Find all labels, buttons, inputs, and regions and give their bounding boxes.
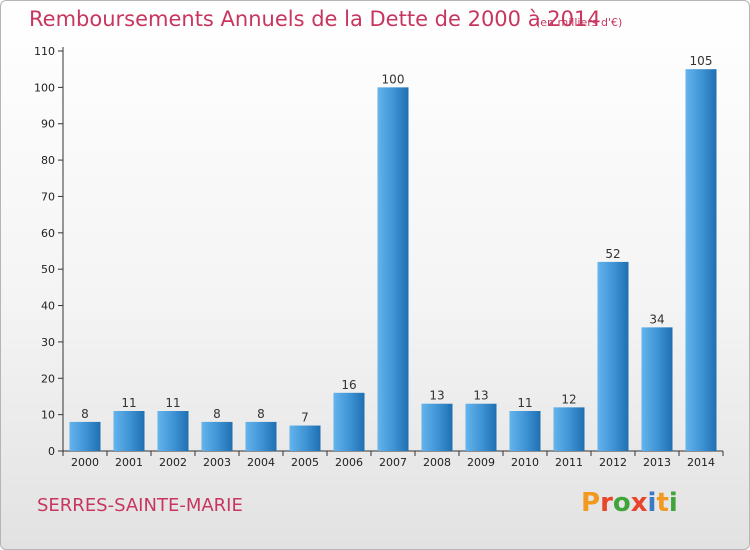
data-label: 12 xyxy=(561,392,576,406)
data-label: 13 xyxy=(473,389,488,403)
bar-2006 xyxy=(333,392,365,451)
data-label: 11 xyxy=(121,396,136,410)
bar-2012 xyxy=(597,261,629,451)
y-tick-label: 40 xyxy=(41,300,55,313)
logo-letter: r xyxy=(600,488,613,518)
bar-2009 xyxy=(465,403,497,451)
bar-2002 xyxy=(157,411,189,451)
x-tick-label: 2003 xyxy=(203,456,231,469)
logo-letter: t xyxy=(656,488,669,518)
commune-name: SERRES-SAINTE-MARIE xyxy=(37,495,243,516)
y-tick-label: 100 xyxy=(34,81,55,94)
bar-2011 xyxy=(553,407,585,451)
y-tick-label: 30 xyxy=(41,336,55,349)
x-axis: 2000 2001 2002 2003 2004 2005 2006 2007 2008 2009… xyxy=(62,450,724,469)
y-tick-label: 0 xyxy=(48,445,55,458)
y-tick-label: 60 xyxy=(41,227,55,240)
data-label: 16 xyxy=(341,378,356,392)
y-axis: 0 10 20 30 40 50 60 70 80 90 100 110 xyxy=(34,45,64,458)
x-tick-label: 2011 xyxy=(555,456,583,469)
chart-title: Remboursements Annuels de la Dette de 20… xyxy=(29,7,601,31)
data-labels: 8 11 11 8 8 7 16 100 13 13 11 12 52 34 105 xyxy=(81,54,712,424)
bar-2004 xyxy=(245,421,277,451)
x-tick-label: 2002 xyxy=(159,456,187,469)
x-tick-label: 2006 xyxy=(335,456,363,469)
y-tick-label: 10 xyxy=(41,409,55,422)
y-tick-label: 70 xyxy=(41,190,55,203)
proxiti-logo: Proxiti xyxy=(581,488,678,518)
x-tick-label: 2009 xyxy=(467,456,495,469)
bar-2008 xyxy=(421,403,453,451)
x-tick-label: 2013 xyxy=(643,456,671,469)
x-tick-label: 2000 xyxy=(71,456,99,469)
data-label: 11 xyxy=(165,396,180,410)
x-tick-label: 2010 xyxy=(511,456,539,469)
y-tick-label: 50 xyxy=(41,263,55,276)
x-tick-label: 2008 xyxy=(423,456,451,469)
logo-letter: i xyxy=(668,488,678,518)
data-label: 100 xyxy=(382,72,405,86)
data-label: 8 xyxy=(257,407,265,421)
bar-2013 xyxy=(641,327,673,451)
bar-2005 xyxy=(289,425,321,451)
bar-2010 xyxy=(509,411,541,451)
logo-letter: P xyxy=(581,488,601,518)
x-tick-label: 2014 xyxy=(687,456,715,469)
x-tick-label: 2007 xyxy=(379,456,407,469)
y-tick-label: 90 xyxy=(41,118,55,131)
x-tick-label: 2005 xyxy=(291,456,319,469)
logo-letter: x xyxy=(630,488,648,518)
logo-letter: i xyxy=(647,488,657,518)
data-label: 34 xyxy=(649,312,664,326)
data-label: 13 xyxy=(429,389,444,403)
data-label: 11 xyxy=(517,396,532,410)
data-label: 52 xyxy=(605,247,620,261)
data-label: 8 xyxy=(213,407,221,421)
unit-note: (en milliers d'€) xyxy=(536,16,623,29)
bar-2003 xyxy=(201,421,233,451)
bar-2014 xyxy=(685,69,717,451)
data-label: 105 xyxy=(690,54,713,68)
data-label: 8 xyxy=(81,407,89,421)
logo-letter: o xyxy=(612,488,631,518)
y-tick-label: 80 xyxy=(41,154,55,167)
x-tick-label: 2001 xyxy=(115,456,143,469)
bars xyxy=(69,69,717,451)
x-tick-label: 2012 xyxy=(599,456,627,469)
data-label: 7 xyxy=(301,411,309,425)
y-tick-label: 110 xyxy=(34,45,55,58)
bar-2007 xyxy=(377,87,409,451)
bar-2001 xyxy=(113,411,145,451)
x-tick-label: 2004 xyxy=(247,456,275,469)
bar-2000 xyxy=(69,421,101,451)
y-tick-label: 20 xyxy=(41,372,55,385)
